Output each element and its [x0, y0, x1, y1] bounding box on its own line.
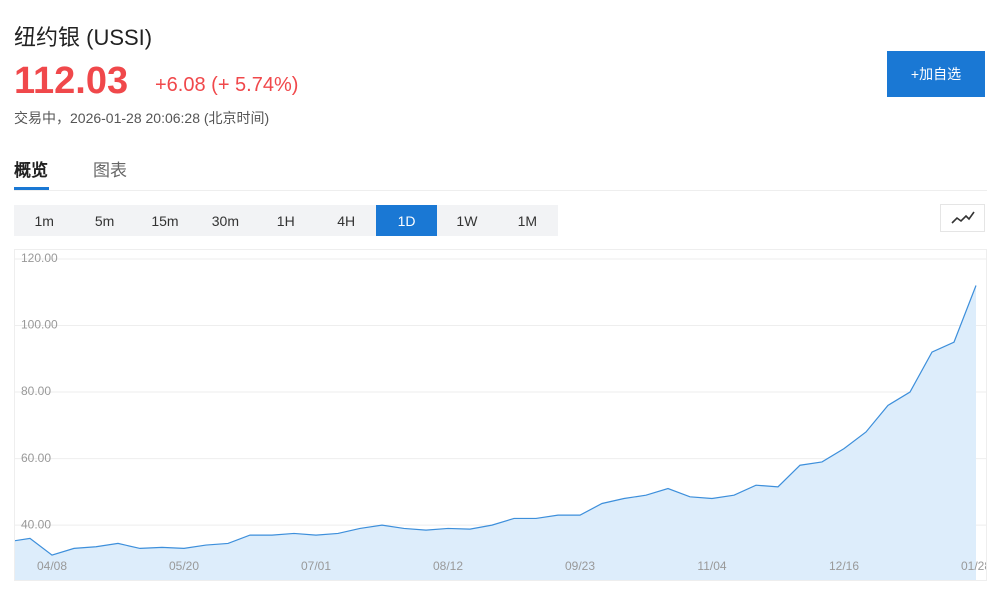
chart: 40.00 60.00 80.00 100.00 120.00 04/08 05/20 07/… — [14, 249, 987, 581]
interval-button[interactable]: 15m — [151, 212, 179, 229]
x-tick-label: 04/08 — [37, 559, 67, 573]
interval-button[interactable]: 1W — [456, 212, 478, 229]
y-tick-label: 40.00 — [21, 517, 51, 531]
y-tick-label: 100.00 — [21, 318, 58, 332]
chart-type-icon — [951, 211, 975, 224]
x-tick-label: 07/01 — [301, 559, 331, 573]
tab[interactable]: 概览 — [14, 161, 48, 180]
area — [15, 285, 976, 580]
interval-button[interactable]: 1m — [34, 212, 54, 229]
add-watchlist-button[interactable]: +加自选 — [887, 51, 985, 97]
interval-button[interactable]: 1D — [376, 205, 437, 236]
x-tick-label: 12/16 — [829, 559, 859, 573]
interval-button[interactable]: 4H — [337, 212, 356, 229]
x-tick-label: 05/20 — [169, 559, 199, 573]
interval-button[interactable]: 1M — [517, 212, 538, 229]
y-tick-label: 120.00 — [21, 251, 58, 265]
x-tick-label: 08/12 — [433, 559, 463, 573]
line — [15, 285, 977, 556]
tab[interactable]: 图表 — [93, 161, 127, 180]
interval-bar: 1m 5m 15m 30m 1H 4H 1D 1W 1M — [14, 205, 558, 236]
y-tick-label: 60.00 — [21, 451, 51, 465]
y-tick-label: 80.00 — [21, 384, 51, 398]
x-tick-label: 01/28 — [961, 559, 987, 573]
interval-button[interactable]: 1H — [276, 212, 295, 229]
change: +6.08 (+ 5.74%) — [155, 74, 299, 96]
x-tick-label: 11/04 — [697, 559, 726, 573]
status: 交易中，2026-01-28 20:06:28 (北京时间) — [14, 110, 270, 126]
divider — [14, 190, 987, 191]
interval-button[interactable]: 30m — [211, 212, 239, 229]
chart-type-button[interactable] — [940, 204, 985, 232]
title: 纽约银 (USSI) — [14, 25, 153, 50]
interval-button[interactable]: 5m — [94, 212, 115, 229]
price: 112.03 — [14, 60, 129, 102]
x-tick-label: 09/23 — [565, 559, 595, 573]
tab-underline — [14, 187, 49, 190]
